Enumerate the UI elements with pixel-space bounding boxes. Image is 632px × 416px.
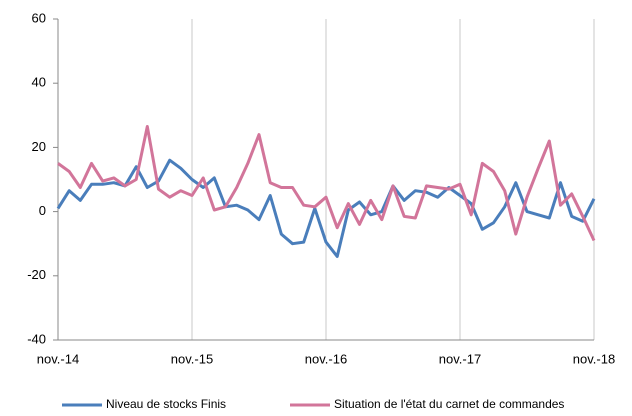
y-tick-label: -40 xyxy=(27,331,46,346)
y-tick-label: 0 xyxy=(39,203,46,218)
x-tick-label: nov.-14 xyxy=(37,351,79,366)
y-tick-label: 40 xyxy=(32,75,46,90)
x-tick-label: nov.-18 xyxy=(573,351,615,366)
legend: Niveau de stocks Finis Situation de l'éta… xyxy=(62,397,564,411)
legend-label: Niveau de stocks Finis xyxy=(106,397,226,411)
legend-label: Situation de l'état du carnet de command… xyxy=(334,397,564,411)
y-tick-label: -20 xyxy=(27,267,46,282)
series-line xyxy=(56,158,596,258)
x-tick-label: nov.-17 xyxy=(439,351,481,366)
series-line xyxy=(57,125,596,242)
y-tick-label: 60 xyxy=(32,10,46,25)
y-tick-label: 20 xyxy=(32,139,46,154)
x-tick-label: nov.-15 xyxy=(171,351,213,366)
x-tick-label: nov.-16 xyxy=(305,351,347,366)
